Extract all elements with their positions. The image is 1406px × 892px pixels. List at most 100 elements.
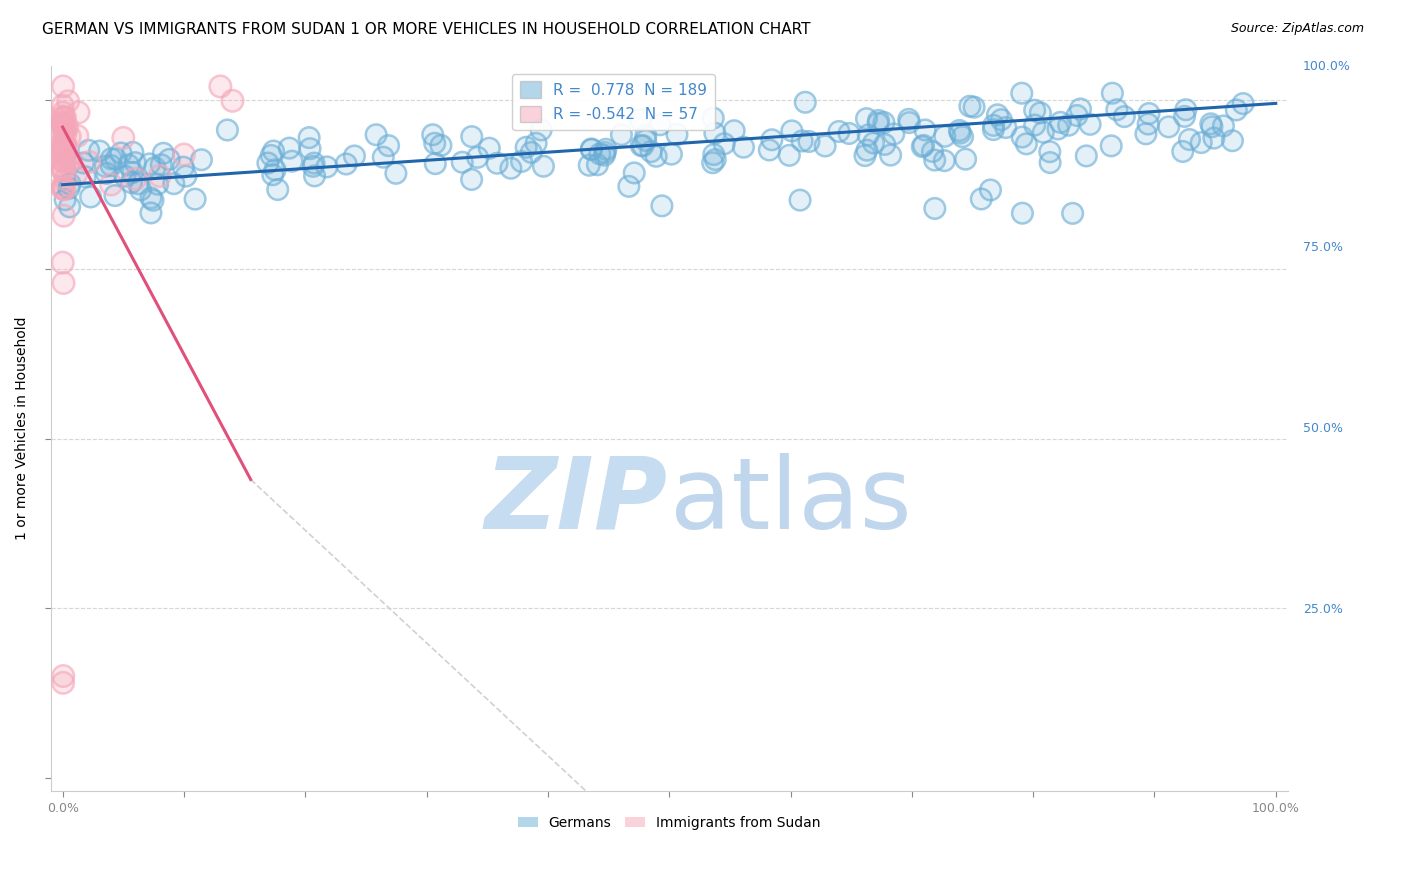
Point [898,115,921,129]
Point [862,136,884,150]
Point [262,168,284,182]
Point [581,143,603,157]
Point [278,141,301,155]
Point [52,98,75,112]
Point [703,147,725,161]
Point [640,145,662,159]
Point [979,183,1001,197]
Point [184,192,207,206]
Point [120,176,142,190]
Point [59,200,82,214]
Point [52,117,75,131]
Point [610,128,633,142]
Point [704,153,727,167]
Point [264,162,287,177]
Point [52,134,75,148]
Point [934,129,956,144]
Point [146,178,169,192]
Point [1173,109,1195,123]
Point [1101,86,1123,100]
Point [79,190,101,204]
Point [949,126,972,140]
Point [52,178,75,193]
Point [72,156,94,170]
Point [510,154,533,169]
Point [1046,122,1069,136]
Point [524,136,547,151]
Point [713,136,735,151]
Point [73,169,96,184]
Point [1069,102,1091,116]
Point [52,148,75,162]
Point [59,177,82,191]
Point [149,169,172,183]
Point [994,120,1017,135]
Text: 25.0%: 25.0% [1303,604,1343,616]
Point [1024,118,1046,132]
Point [77,144,100,158]
Point [623,166,645,180]
Point [1114,110,1136,124]
Point [100,178,122,192]
Point [385,166,408,180]
Point [58,150,80,164]
Point [104,188,127,202]
Point [733,140,755,154]
Point [499,161,522,176]
Point [623,166,645,180]
Point [665,128,688,142]
Point [921,145,943,159]
Point [121,165,143,179]
Point [58,150,80,164]
Point [89,144,111,158]
Point [172,160,194,174]
Point [114,169,136,184]
Point [96,166,118,180]
Point [53,118,76,132]
Point [79,155,101,169]
Point [124,155,146,169]
Point [124,172,146,186]
Text: Source: ZipAtlas.com: Source: ZipAtlas.com [1230,22,1364,36]
Point [100,159,122,173]
Point [1232,96,1254,111]
Point [53,136,76,151]
Point [55,126,77,140]
Point [630,112,652,127]
Point [794,95,817,110]
Point [1057,118,1080,132]
Point [510,154,533,169]
Point [1174,103,1197,117]
Point [794,95,817,110]
Y-axis label: 1 or more Vehicles in Household: 1 or more Vehicles in Household [15,317,30,541]
Point [127,177,149,191]
Point [868,113,890,128]
Text: GERMAN VS IMMIGRANTS FROM SUDAN 1 OR MORE VEHICLES IN HOUSEHOLD CORRELATION CHAR: GERMAN VS IMMIGRANTS FROM SUDAN 1 OR MOR… [42,22,811,37]
Point [868,113,890,128]
Point [617,179,640,194]
Point [883,127,905,141]
Point [53,193,76,207]
Point [56,95,79,109]
Point [52,676,75,690]
Point [789,193,811,207]
Point [595,142,617,156]
Point [52,136,75,151]
Point [1099,139,1122,153]
Point [52,163,75,178]
Point [263,144,285,158]
Point [990,112,1012,127]
Point [89,144,111,158]
Point [315,160,337,174]
Point [648,118,671,132]
Point [963,100,986,114]
Point [53,120,76,135]
Point [630,138,652,153]
Point [1178,132,1201,146]
Point [924,153,946,167]
Point [299,142,322,156]
Point [1046,122,1069,136]
Point [117,158,139,172]
Point [983,119,1005,133]
Point [172,160,194,174]
